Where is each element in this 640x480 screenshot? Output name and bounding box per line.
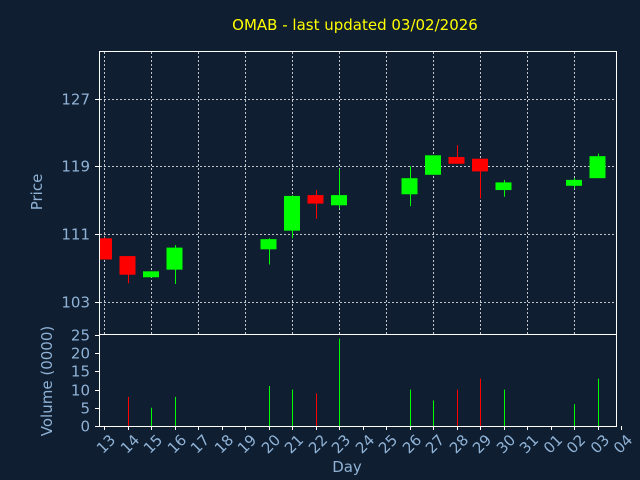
volume-tick-label: 10 bbox=[71, 382, 90, 400]
volume-tick-label: 25 bbox=[71, 327, 90, 345]
price-tick-label: 119 bbox=[61, 158, 90, 176]
price-tick-label: 127 bbox=[61, 91, 90, 109]
candle-body-up bbox=[495, 182, 512, 191]
candle-body-down bbox=[119, 256, 136, 275]
candle-body-down bbox=[448, 157, 465, 164]
volume-tick-label: 5 bbox=[80, 400, 90, 418]
chart-title: OMAB - last updated 03/02/2026 bbox=[232, 16, 478, 34]
candle-body-down bbox=[307, 195, 324, 204]
price-tick-label: 111 bbox=[61, 226, 90, 244]
candle-body-up bbox=[284, 195, 300, 231]
x-axis-label: Day bbox=[332, 458, 362, 476]
candle-body-up bbox=[166, 247, 183, 270]
price-tick-label: 103 bbox=[61, 294, 90, 312]
volume-tick-label: 20 bbox=[71, 345, 90, 363]
volume-bars bbox=[128, 338, 599, 426]
volume-tick-label: 15 bbox=[71, 363, 90, 381]
candle-body-up bbox=[566, 179, 582, 186]
candle-body-up bbox=[425, 155, 441, 175]
candle-body-up bbox=[143, 271, 159, 278]
candles bbox=[100, 145, 606, 285]
volume-axis-label: Volume (0000) bbox=[38, 326, 56, 436]
candle-body-down bbox=[100, 238, 112, 260]
price-y-ticks: 103 111 119 127 bbox=[61, 91, 100, 312]
candle-body-up bbox=[260, 239, 277, 250]
price-axis-label: Price bbox=[28, 174, 46, 211]
candle-body-up bbox=[401, 178, 418, 195]
price-panel: 103 111 119 127 Price bbox=[28, 51, 617, 335]
candle-body-up bbox=[589, 156, 606, 179]
candle-body-up bbox=[331, 195, 347, 206]
volume-panel-frame bbox=[99, 334, 617, 427]
volume-tick-label: 0 bbox=[80, 418, 90, 436]
candle-body-down bbox=[472, 158, 488, 172]
